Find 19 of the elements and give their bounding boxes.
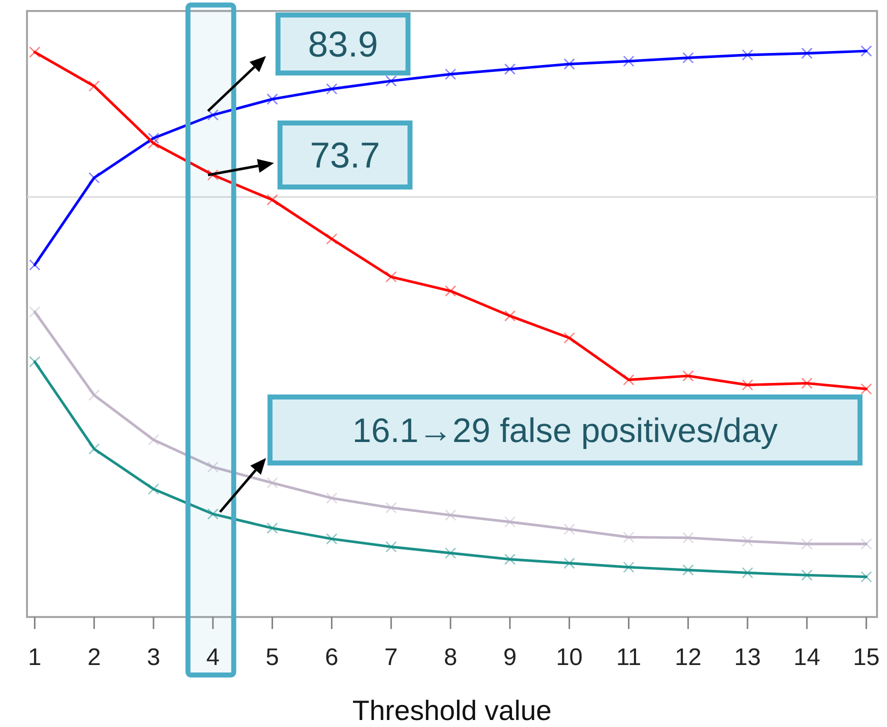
x-tick-label: 8: [444, 644, 458, 671]
annotation: 16.1→29 false positives/day: [352, 412, 778, 450]
x-tick-label: 4: [206, 644, 220, 671]
x-tick-label: 10: [556, 644, 583, 671]
x-tick-label: 7: [384, 644, 398, 671]
x-tick-label: 3: [146, 644, 160, 671]
x-tick-label: 14: [794, 644, 820, 671]
x-tick-label: 9: [503, 644, 517, 671]
x-tick-label: 2: [87, 644, 101, 671]
annotation: 83.9: [308, 24, 378, 65]
x-tick-label: 5: [266, 644, 279, 671]
x-tick-label: 6: [325, 644, 338, 671]
x-tick-label: 13: [734, 644, 761, 671]
x-tick-label: 11: [616, 644, 642, 671]
x-tick-label: 12: [674, 644, 702, 671]
x-tick-label: 15: [852, 644, 880, 671]
x-axis-title: Threshold value: [352, 695, 552, 726]
x-tick-label: 1: [28, 644, 42, 671]
annotation: 73.7: [310, 134, 380, 176]
